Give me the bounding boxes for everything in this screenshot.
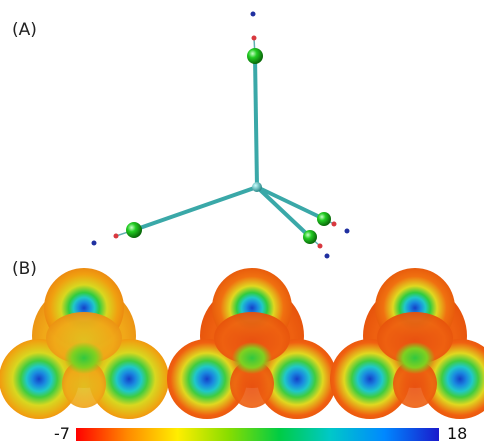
atom-right-lower [303,230,317,244]
point-blue-right-upper [344,228,350,234]
point-red-right-upper [331,221,337,227]
point-blue-right-lower [324,253,330,259]
atom-left [126,222,142,238]
lobe-left [330,339,410,419]
atom-right-upper [317,212,331,226]
point-blue-top [250,11,256,17]
color-scale-min-label: -7 [54,424,70,443]
bond-right-upper [256,185,325,221]
panel-a-label: (A) [12,20,37,40]
bond-top [253,55,259,188]
point-blue-left [91,240,97,246]
point-red-top [251,35,257,41]
point-red-left [113,233,119,239]
color-scale-max-label: 18 [447,424,468,443]
lobe-right [89,339,169,419]
lobe-left [0,339,79,419]
surface-2 [167,268,337,419]
molecule-structure [91,11,350,259]
atom-top [247,48,263,64]
color-scale-bar [76,428,439,441]
surface-3 [330,268,484,419]
bond-right-lower [255,185,312,239]
lobe-right [257,339,337,419]
point-red-right-lower [317,243,323,249]
bond-left [133,185,258,232]
lobe-left [167,339,247,419]
central-atom [252,182,262,192]
panel-b-label: (B) [12,259,37,279]
surface-1 [0,268,169,419]
